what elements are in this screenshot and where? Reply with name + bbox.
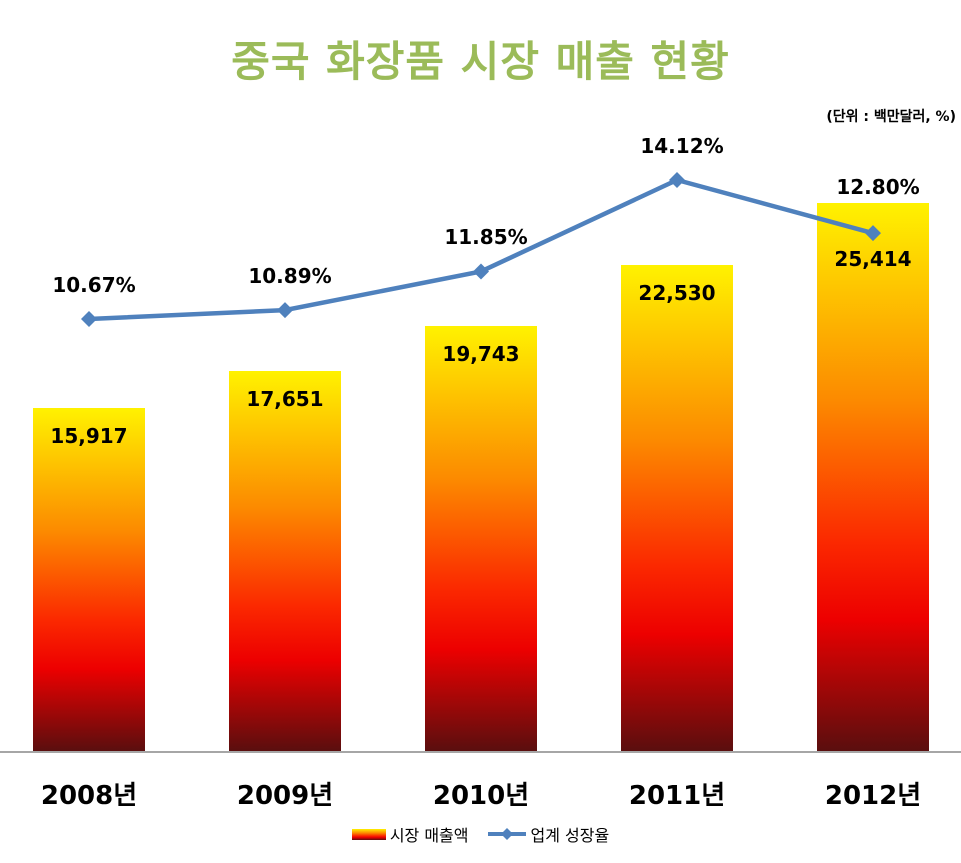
- bar-value-label: 25,414: [834, 247, 912, 272]
- x-axis-label: 2012년: [824, 781, 922, 811]
- legend-growth-label: 업계 성장율: [530, 826, 610, 845]
- growth-diamond-marker: [669, 171, 685, 188]
- growth-line-marker-icon: [487, 828, 526, 840]
- sales-bar: [229, 370, 341, 751]
- growth-diamond-marker: [81, 311, 97, 327]
- growth-pct-label: 11.85%: [444, 225, 528, 250]
- sales-gradient-swatch-icon: [351, 828, 386, 840]
- growth-pct-label: 14.12%: [640, 133, 724, 158]
- bar-value-label: 19,743: [442, 341, 520, 366]
- x-axis-label: 2011년: [628, 781, 726, 811]
- sales-bar: [817, 203, 929, 751]
- growth-diamond-marker: [473, 263, 489, 280]
- growth-pct-label: 12.80%: [836, 175, 920, 200]
- bar-value-label: 15,917: [50, 424, 128, 448]
- growth-diamond-marker: [277, 302, 293, 319]
- x-axis-line: [0, 751, 961, 753]
- growth-line: [88, 177, 874, 322]
- legend-entry-sales: 시장 매출액: [351, 822, 469, 846]
- x-axis-label: 2010년: [432, 781, 530, 811]
- sales-bar: [425, 325, 537, 751]
- x-axis-label: 2009년: [236, 781, 334, 811]
- unit-note: (단위 : 백만달러, %): [826, 109, 956, 125]
- sales-bar: [621, 265, 733, 751]
- growth-pct-label: 10.67%: [52, 273, 136, 297]
- bar-value-label: 17,651: [246, 386, 324, 411]
- legend-entry-growth: 업계 성장율: [487, 822, 610, 846]
- x-axis-label: 2008년: [40, 781, 138, 811]
- legend: 시장 매출액 업계 성장율: [0, 822, 961, 846]
- growth-pct-label: 10.89%: [248, 264, 332, 289]
- chart-title: 중국 화장품 시장 매출 현황: [231, 37, 730, 86]
- sales-bar: [33, 408, 145, 751]
- bar-value-label: 22,530: [638, 281, 716, 306]
- legend-sales-label: 시장 매출액: [389, 826, 469, 845]
